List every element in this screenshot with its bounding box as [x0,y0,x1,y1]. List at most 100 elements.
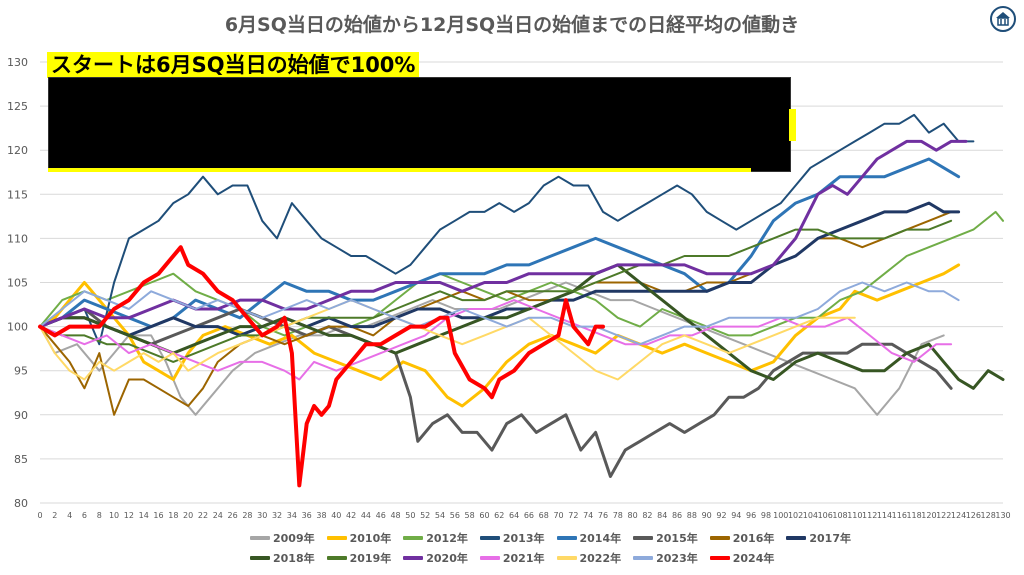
x-tick-label: 6 [82,511,87,520]
x-tick-label: 42 [346,511,356,520]
legend-label: 2021年 [502,552,545,565]
x-tick-label: 92 [716,511,726,520]
legend-swatch [479,556,500,560]
series-line-2018年 [38,263,1005,390]
x-tick-label: 118 [906,511,921,520]
x-tick-label: 128 [981,511,996,520]
x-tick-label: 74 [583,511,593,520]
legend-label: 2023年 [656,552,698,565]
x-tick-label: 24 [213,511,223,520]
legend-swatch [479,536,500,540]
legend-swatch [250,556,270,560]
legend-swatch [403,536,424,540]
x-tick-label: 110 [847,511,862,520]
x-tick-label: 52 [420,511,430,520]
x-tick-label: 10 [109,511,119,520]
legend-label: 2012年 [426,532,468,545]
legend-item: 2014年 [556,530,622,546]
x-tick-label: 4 [67,511,72,520]
y-tick-label: 85 [14,453,28,466]
legend-item: 2009年 [250,530,315,546]
legend-label: 2024年 [732,552,775,565]
x-tick-label: 130 [995,511,1010,520]
legend-label: 2014年 [579,532,622,545]
x-tick-label: 60 [479,511,489,520]
x-tick-label: 38 [316,511,326,520]
legend-label: 2018年 [273,552,315,565]
y-tick-label: 105 [7,277,28,290]
x-tick-label: 50 [405,511,415,520]
series-line-2023年 [39,281,960,346]
x-tick-label: 18 [168,511,178,520]
x-tick-label: 16 [153,511,163,520]
legend-item: 2019年 [326,550,391,566]
x-tick-label: 96 [746,511,756,520]
x-tick-label: 34 [287,511,297,520]
x-tick-label: 102 [788,511,803,520]
series-line-2009年 [39,281,945,416]
x-tick-label: 82 [642,511,652,520]
legend-swatch [250,536,270,540]
x-tick-label: 62 [494,511,504,520]
x-tick-label: 94 [731,511,741,520]
x-tick-label: 14 [139,511,149,520]
series-line-2021年 [39,299,953,381]
legend-swatch [326,536,347,540]
x-tick-label: 108 [832,511,847,520]
legend-item: 2018年 [250,550,315,566]
x-tick-label: 84 [657,511,667,520]
house-logo-icon [990,6,1016,32]
legend-swatch [633,556,654,560]
x-tick-label: 0 [37,511,42,520]
legend-item: 2015年 [633,530,698,546]
y-tick-label: 100 [7,321,28,334]
x-tick-label: 44 [361,511,371,520]
legend-swatch [556,536,577,540]
legend-label: 2009年 [273,532,315,545]
x-tick-label: 56 [450,511,460,520]
chart-legend: 2009年 2010年 2012年 2013年 2014年 2015年 2016年 2017年… [250,530,851,570]
redacted-box [48,77,791,172]
start-banner: スタートは6月SQ当日の始値で100% [47,52,420,78]
x-tick-label: 106 [818,511,833,520]
x-tick-label: 86 [672,511,682,520]
series-line-2010年 [38,263,961,408]
series-line-2024年 [38,245,605,488]
x-tick-label: 12 [124,511,134,520]
y-tick-label: 125 [7,100,28,113]
legend-swatch [326,556,347,560]
series-line-2020年 [38,139,968,329]
legend-item: 2020年 [403,550,468,566]
x-tick-label: 112 [862,511,877,520]
x-tick-label: 64 [509,511,519,520]
x-tick-label: 28 [242,511,252,520]
x-tick-label: 80 [628,511,638,520]
legend-label: 2017年 [809,532,851,545]
legend-row: 2009年 2010年 2012年 2013年 2014年 2015年 2016年 2017年 [250,530,851,546]
x-tick-label: 122 [936,511,951,520]
x-tick-label: 40 [331,511,341,520]
series-line-2013年 [39,113,975,346]
y-tick-label: 80 [14,497,28,510]
x-tick-label: 88 [687,511,697,520]
y-tick-label: 110 [7,232,28,245]
x-tick-label: 98 [761,511,771,520]
x-tick-label: 104 [803,511,818,520]
legend-swatch [556,556,577,560]
highlight-strip [48,168,751,172]
x-tick-label: 68 [539,511,549,520]
legend-label: 2016年 [732,532,775,545]
x-tick-label: 100 [773,511,788,520]
legend-item: 2012年 [403,530,468,546]
chart-title: 6月SQ当日の始値から12月SQ当日の始値までの日経平均の値動き [224,14,800,36]
x-tick-label: 120 [921,511,936,520]
legend-item: 2013年 [479,530,545,546]
legend-label: 2010年 [349,532,392,545]
x-tick-label: 78 [613,511,623,520]
x-tick-label: 30 [257,511,267,520]
legend-item: 2024年 [709,550,775,566]
legend-item: 2010年 [326,530,392,546]
x-tick-label: 26 [228,511,238,520]
x-tick-label: 70 [553,511,563,520]
legend-label: 2022年 [579,552,622,565]
